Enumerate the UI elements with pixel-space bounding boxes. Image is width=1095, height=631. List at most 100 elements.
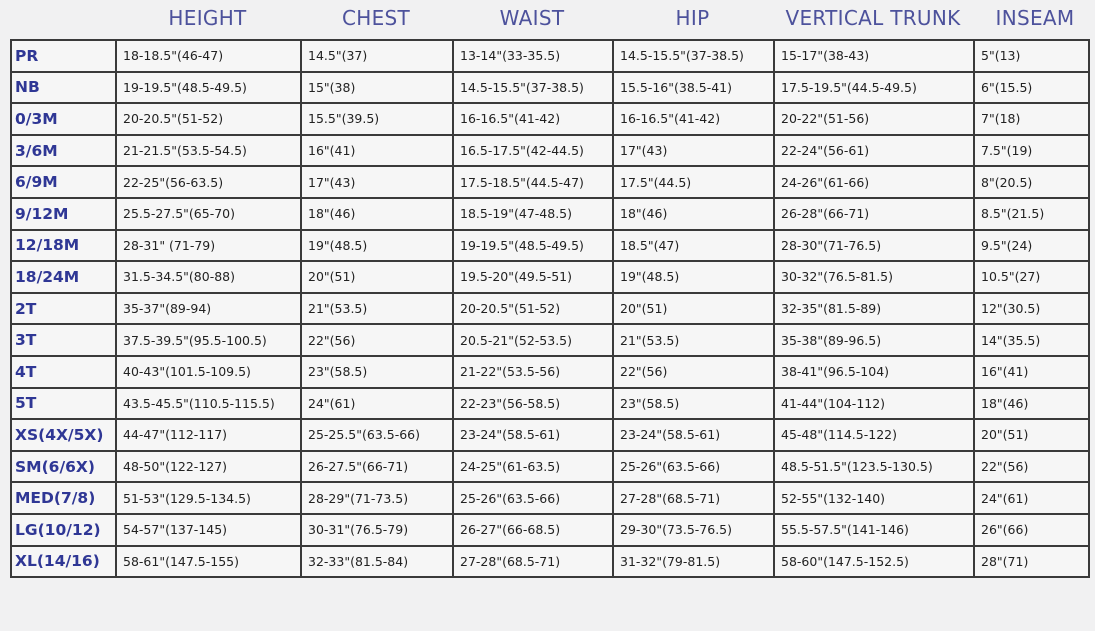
- cell-inseam: 6"(15.5): [973, 70, 1090, 105]
- size-label: 6/9M: [10, 165, 117, 199]
- table-row: LG(10/12) 54-57"(137-145) 30-31"(76.5-79) 2…: [10, 512, 1090, 547]
- size-chart-table: PR 18-18.5"(46-47) 14.5"(37) 13-14"(33-35.5…: [10, 39, 1090, 579]
- cell-waist: 20.5-21"(52-53.5): [452, 323, 614, 357]
- cell-chest: 24"(61): [300, 386, 454, 421]
- cell-chest: 19"(48.5): [300, 228, 454, 263]
- cell-chest: 26-27.5"(66-71): [300, 449, 454, 484]
- cell-height: 18-18.5"(46-47): [115, 39, 302, 73]
- cell-waist: 24-25"(61-63.5): [452, 449, 614, 484]
- table-row: MED(7/8) 51-53"(129.5-134.5) 28-29"(71-73.…: [10, 481, 1090, 515]
- cell-vertical-trunk: 20-22"(51-56): [773, 102, 975, 136]
- cell-chest: 15.5"(39.5): [300, 102, 454, 136]
- cell-height: 51-53"(129.5-134.5): [115, 481, 302, 515]
- size-label: SM(6/6X): [10, 449, 117, 484]
- table-row: SM(6/6X) 48-50"(122-127) 26-27.5"(66-71) 24…: [10, 449, 1090, 484]
- column-header-hip: HIP: [675, 6, 710, 30]
- cell-chest: 18"(46): [300, 196, 454, 231]
- cell-inseam: 22"(56): [973, 449, 1090, 484]
- cell-vertical-trunk: 22-24"(56-61): [773, 133, 975, 168]
- cell-waist: 19.5-20"(49.5-51): [452, 260, 614, 294]
- cell-hip: 18"(46): [612, 196, 775, 231]
- cell-vertical-trunk: 48.5-51.5"(123.5-130.5): [773, 449, 975, 484]
- cell-vertical-trunk: 28-30"(71-76.5): [773, 228, 975, 263]
- table-row: XS(4X/5X) 44-47"(112-117) 25-25.5"(63.5-66…: [10, 418, 1090, 452]
- cell-inseam: 28"(71): [973, 544, 1090, 579]
- cell-hip: 15.5-16"(38.5-41): [612, 70, 775, 105]
- cell-chest: 17"(43): [300, 165, 454, 199]
- cell-hip: 21"(53.5): [612, 323, 775, 357]
- cell-vertical-trunk: 30-32"(76.5-81.5): [773, 260, 975, 294]
- table-row: 2T 35-37"(89-94) 21"(53.5) 20-20.5"(51-52) 2…: [10, 291, 1090, 326]
- size-label: 12/18M: [10, 228, 117, 263]
- cell-inseam: 12"(30.5): [973, 291, 1090, 326]
- cell-inseam: 5"(13): [973, 39, 1090, 73]
- cell-vertical-trunk: 55.5-57.5"(141-146): [773, 512, 975, 547]
- column-header-vertical-trunk: VERTICAL TRUNK: [785, 6, 961, 30]
- column-header-inseam: INSEAM: [995, 6, 1075, 30]
- table-row: 6/9M 22-25"(56-63.5) 17"(43) 17.5-18.5"(44.…: [10, 165, 1090, 199]
- cell-inseam: 20"(51): [973, 418, 1090, 452]
- cell-vertical-trunk: 32-35"(81.5-89): [773, 291, 975, 326]
- table-row: 9/12M 25.5-27.5"(65-70) 18"(46) 18.5-19"(47…: [10, 196, 1090, 231]
- cell-hip: 16-16.5"(41-42): [612, 102, 775, 136]
- table-row: 18/24M 31.5-34.5"(80-88) 20"(51) 19.5-20"(4…: [10, 260, 1090, 294]
- cell-inseam: 10.5"(27): [973, 260, 1090, 294]
- cell-chest: 22"(56): [300, 323, 454, 357]
- cell-height: 40-43"(101.5-109.5): [115, 354, 302, 389]
- table-row: 12/18M 28-31" (71-79) 19"(48.5) 19-19.5"(48…: [10, 228, 1090, 263]
- cell-height: 20-20.5"(51-52): [115, 102, 302, 136]
- cell-hip: 23-24"(58.5-61): [612, 418, 775, 452]
- cell-height: 58-61"(147.5-155): [115, 544, 302, 579]
- cell-waist: 16-16.5"(41-42): [452, 102, 614, 136]
- cell-hip: 17"(43): [612, 133, 775, 168]
- cell-vertical-trunk: 15-17"(38-43): [773, 39, 975, 73]
- cell-inseam: 16"(41): [973, 354, 1090, 389]
- cell-height: 54-57"(137-145): [115, 512, 302, 547]
- size-label: 3T: [10, 323, 117, 357]
- cell-height: 25.5-27.5"(65-70): [115, 196, 302, 231]
- size-label: PR: [10, 39, 117, 73]
- cell-hip: 23"(58.5): [612, 386, 775, 421]
- cell-vertical-trunk: 45-48"(114.5-122): [773, 418, 975, 452]
- cell-waist: 14.5-15.5"(37-38.5): [452, 70, 614, 105]
- cell-height: 21-21.5"(53.5-54.5): [115, 133, 302, 168]
- size-label: 3/6M: [10, 133, 117, 168]
- size-label: XS(4X/5X): [10, 418, 117, 452]
- cell-waist: 20-20.5"(51-52): [452, 291, 614, 326]
- cell-chest: 21"(53.5): [300, 291, 454, 326]
- cell-hip: 31-32"(79-81.5): [612, 544, 775, 579]
- cell-vertical-trunk: 38-41"(96.5-104): [773, 354, 975, 389]
- cell-inseam: 8"(20.5): [973, 165, 1090, 199]
- cell-height: 43.5-45.5"(110.5-115.5): [115, 386, 302, 421]
- cell-hip: 14.5-15.5"(37-38.5): [612, 39, 775, 73]
- cell-inseam: 26"(66): [973, 512, 1090, 547]
- cell-inseam: 7.5"(19): [973, 133, 1090, 168]
- cell-height: 37.5-39.5"(95.5-100.5): [115, 323, 302, 357]
- cell-waist: 16.5-17.5"(42-44.5): [452, 133, 614, 168]
- cell-vertical-trunk: 41-44"(104-112): [773, 386, 975, 421]
- cell-waist: 22-23"(56-58.5): [452, 386, 614, 421]
- cell-inseam: 8.5"(21.5): [973, 196, 1090, 231]
- cell-hip: 27-28"(68.5-71): [612, 481, 775, 515]
- table-row: XL(14/16) 58-61"(147.5-155) 32-33"(81.5-84…: [10, 544, 1090, 579]
- cell-inseam: 9.5"(24): [973, 228, 1090, 263]
- cell-vertical-trunk: 17.5-19.5"(44.5-49.5): [773, 70, 975, 105]
- cell-vertical-trunk: 58-60"(147.5-152.5): [773, 544, 975, 579]
- size-label: 18/24M: [10, 260, 117, 294]
- cell-hip: 19"(48.5): [612, 260, 775, 294]
- cell-chest: 20"(51): [300, 260, 454, 294]
- cell-inseam: 14"(35.5): [973, 323, 1090, 357]
- table-row: 3/6M 21-21.5"(53.5-54.5) 16"(41) 16.5-17.5"…: [10, 133, 1090, 168]
- cell-height: 44-47"(112-117): [115, 418, 302, 452]
- size-label: 5T: [10, 386, 117, 421]
- cell-hip: 18.5"(47): [612, 228, 775, 263]
- size-label: MED(7/8): [10, 481, 117, 515]
- cell-hip: 17.5"(44.5): [612, 165, 775, 199]
- cell-waist: 23-24"(58.5-61): [452, 418, 614, 452]
- cell-chest: 14.5"(37): [300, 39, 454, 73]
- size-label: 2T: [10, 291, 117, 326]
- cell-chest: 32-33"(81.5-84): [300, 544, 454, 579]
- size-label: 0/3M: [10, 102, 117, 136]
- column-headers: HEIGHT CHEST WAIST HIP VERTICAL TRUNK INSEAM: [0, 0, 1095, 40]
- cell-waist: 19-19.5"(48.5-49.5): [452, 228, 614, 263]
